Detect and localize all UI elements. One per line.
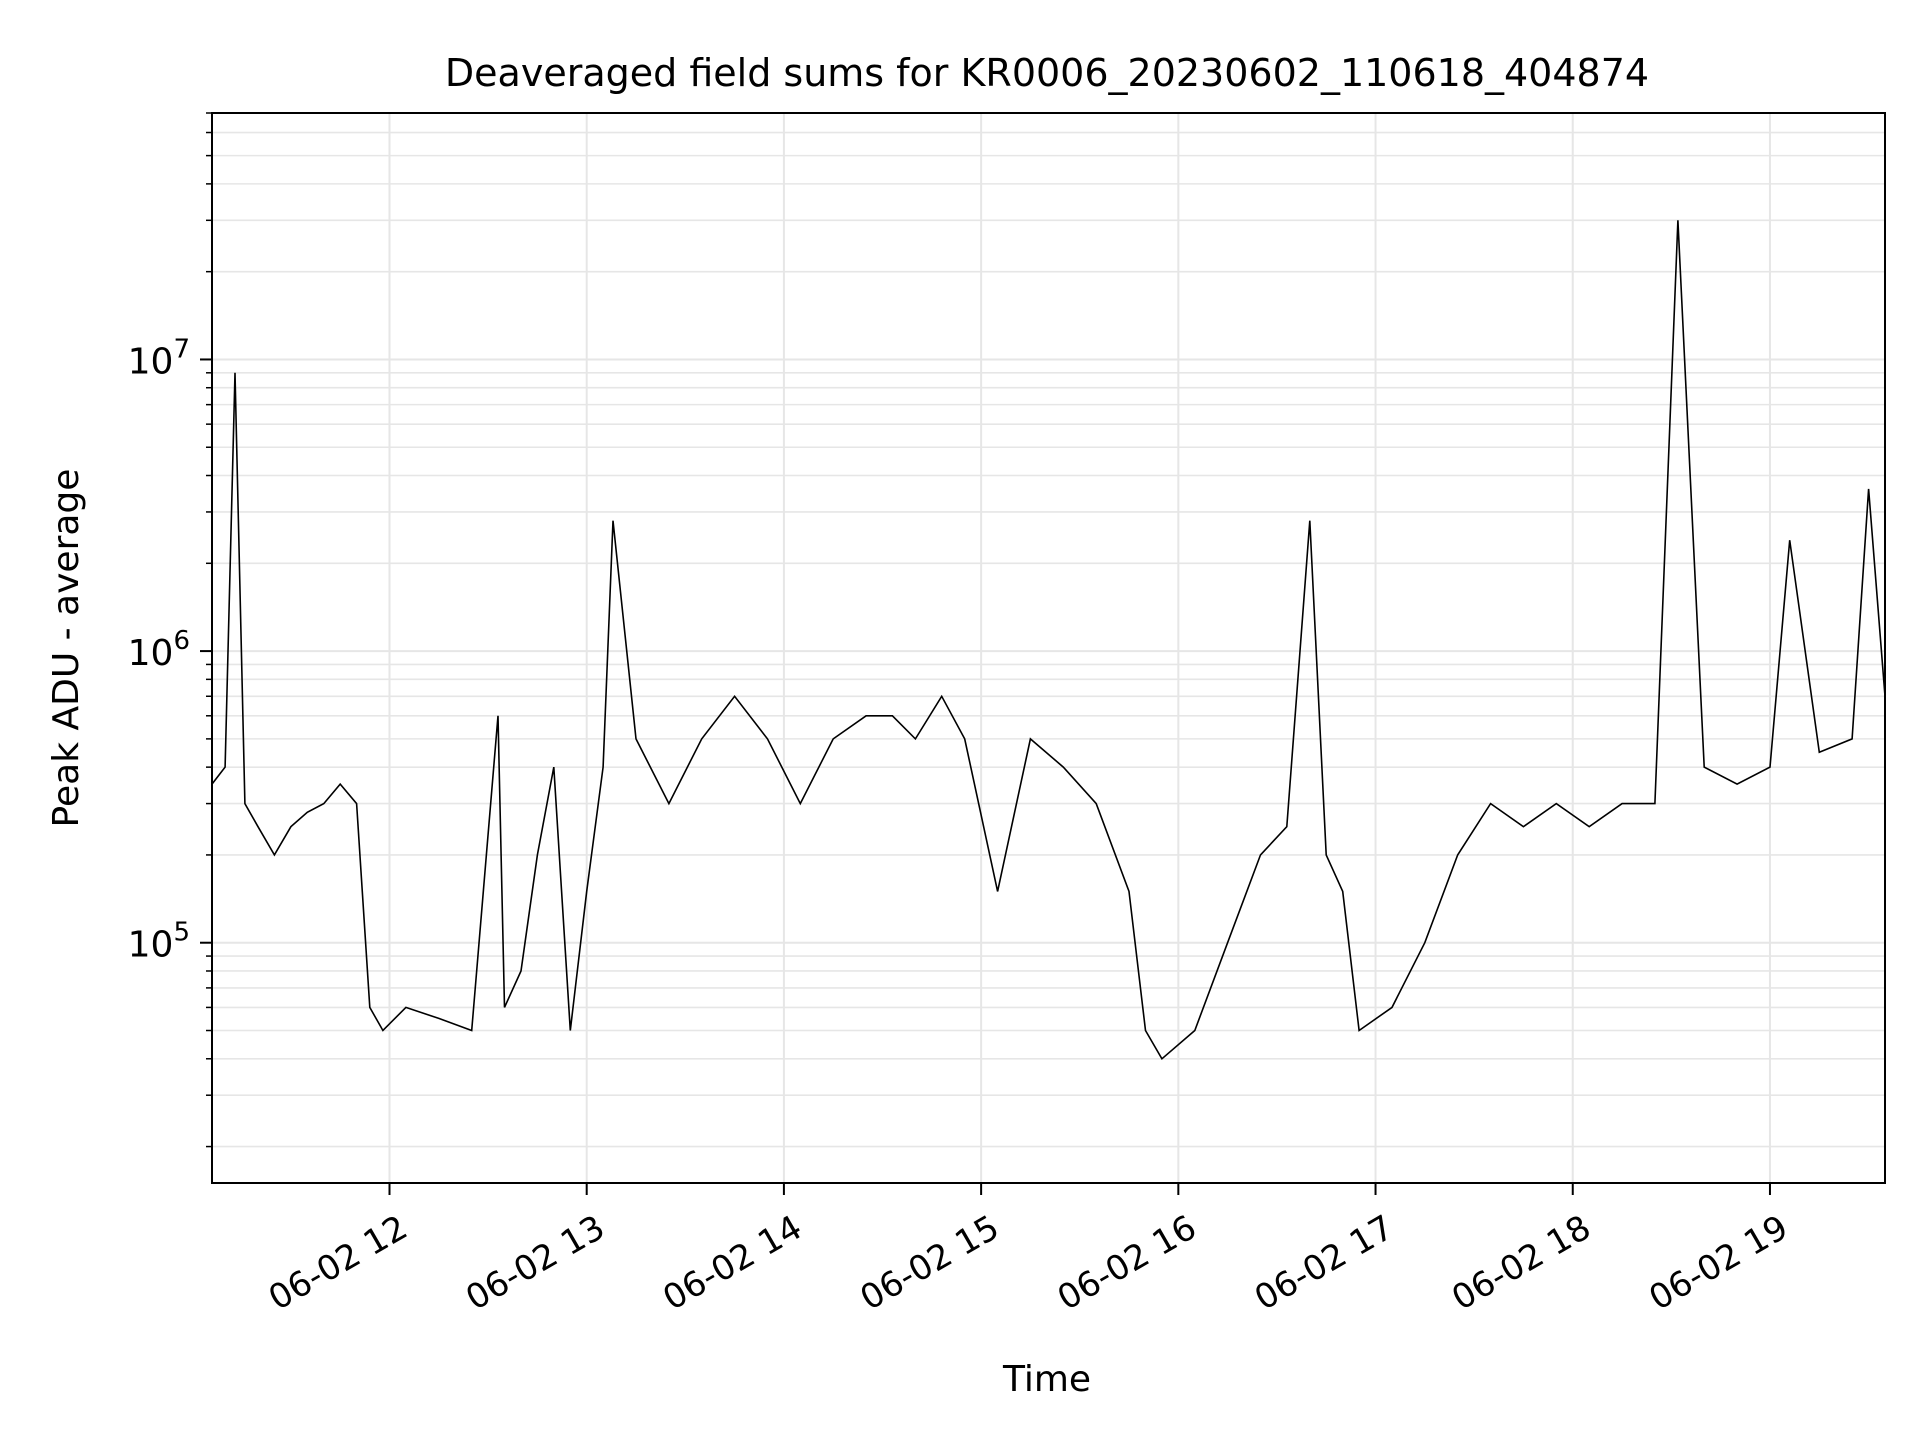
- y-axis-ticks: 105 106 107: [128, 112, 212, 1148]
- x-axis-label: Time: [1002, 1359, 1091, 1400]
- chart-title: Deaveraged field sums for KR0006_2023060…: [445, 51, 1649, 95]
- y-tick-label: 106: [128, 626, 190, 674]
- data-series-layer: [212, 220, 1885, 1061]
- y-tick-label: 105: [128, 918, 190, 966]
- y-tick-label: 107: [128, 334, 190, 382]
- data-series-line: [212, 220, 1885, 1061]
- grid-lines: [212, 112, 1885, 1183]
- y-axis-label: Peak ADU - average: [46, 469, 87, 828]
- plot-area-frame: [211, 112, 1886, 1184]
